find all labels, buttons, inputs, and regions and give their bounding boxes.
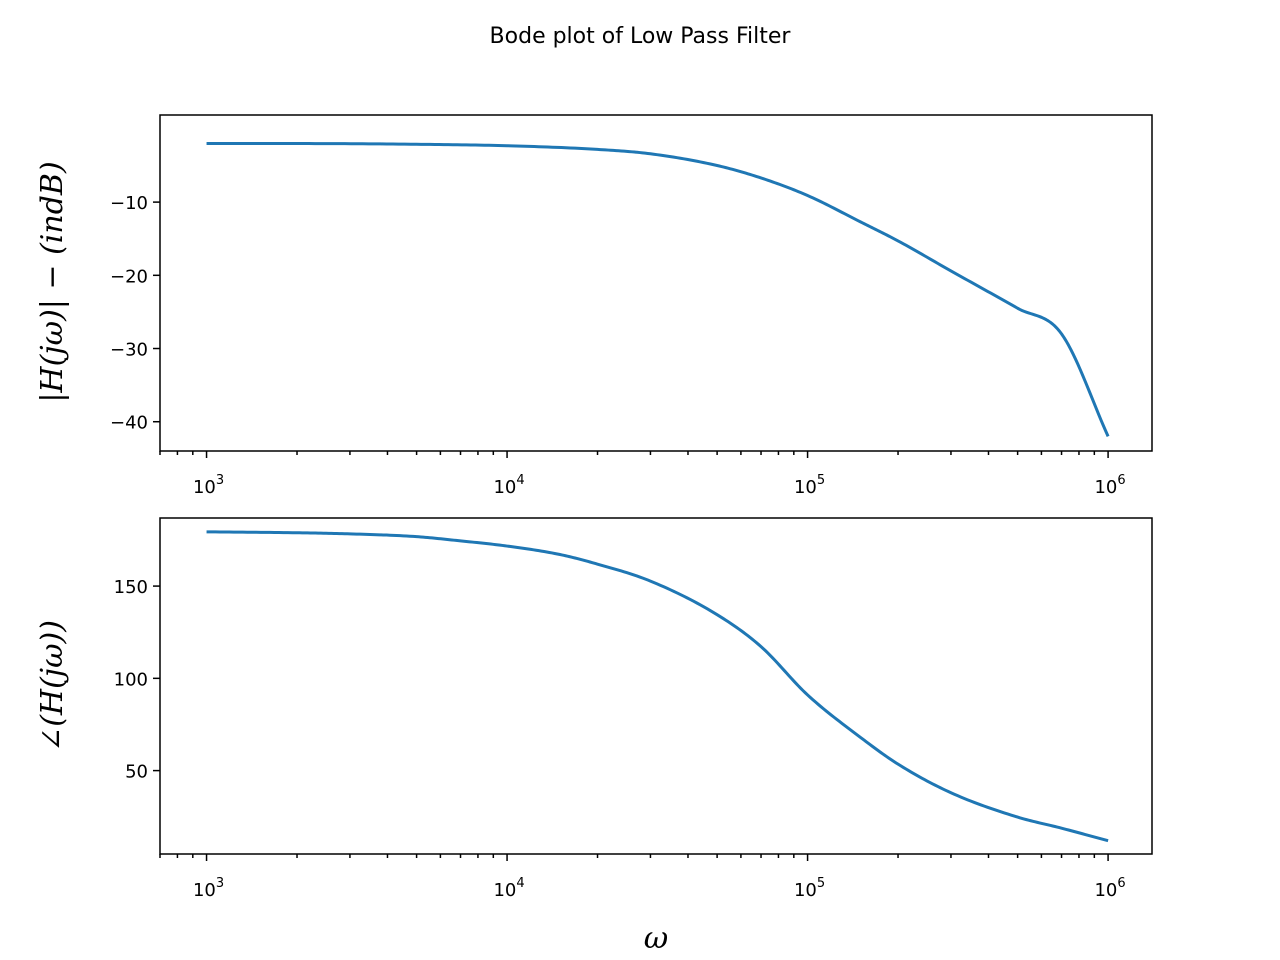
magnitude-x-tick-label: 104 — [493, 473, 524, 498]
phase-y-tick-label: 150 — [114, 577, 148, 598]
phase-x-axis-label: ω — [644, 921, 668, 956]
tick-base: 10 — [193, 880, 216, 901]
tick-exponent: 3 — [216, 473, 224, 488]
magnitude-y-tick-label: −30 — [110, 340, 148, 361]
magnitude-y-axis-label: |H(jω)| − (indB) — [35, 161, 70, 402]
magnitude-series-line — [206, 142, 1110, 437]
phase-y-axis-label: ∠(H(jω)) — [35, 620, 70, 752]
tick-base: 10 — [1094, 477, 1117, 498]
magnitude-plot: 103 104 105 106−10−20−30−40 — [110, 114, 1153, 498]
magnitude-y-tick-label: −10 — [110, 193, 148, 214]
magnitude-x-tick-label: 105 — [794, 473, 825, 498]
tick-exponent: 5 — [817, 876, 825, 891]
phase-series-line — [206, 530, 1109, 843]
tick-base: 10 — [794, 477, 817, 498]
figure-title: Bode plot of Low Pass Filter — [490, 24, 792, 49]
tick-exponent: 6 — [1117, 876, 1125, 891]
tick-base: 10 — [1094, 880, 1117, 901]
phase-x-tick-label: 103 — [193, 876, 224, 901]
tick-exponent: 5 — [817, 473, 825, 488]
tick-exponent: 6 — [1117, 473, 1125, 488]
phase-axes-frame — [159, 517, 1153, 855]
phase-x-tick-label: 104 — [493, 876, 524, 901]
magnitude-x-tick-label: 106 — [1094, 473, 1125, 498]
phase-y-tick-label: 100 — [114, 669, 148, 690]
magnitude-axes-frame — [159, 114, 1153, 452]
tick-exponent: 3 — [216, 876, 224, 891]
magnitude-x-tick-label: 103 — [193, 473, 224, 498]
tick-base: 10 — [493, 477, 516, 498]
tick-base: 10 — [794, 880, 817, 901]
phase-x-tick-label: 105 — [794, 876, 825, 901]
tick-exponent: 4 — [516, 876, 524, 891]
magnitude-y-tick-label: −40 — [110, 413, 148, 434]
tick-base: 10 — [493, 880, 516, 901]
phase-x-tick-label: 106 — [1094, 876, 1125, 901]
tick-exponent: 4 — [516, 473, 524, 488]
phase-y-tick-label: 50 — [125, 762, 148, 783]
magnitude-y-tick-label: −20 — [110, 266, 148, 287]
tick-base: 10 — [193, 477, 216, 498]
